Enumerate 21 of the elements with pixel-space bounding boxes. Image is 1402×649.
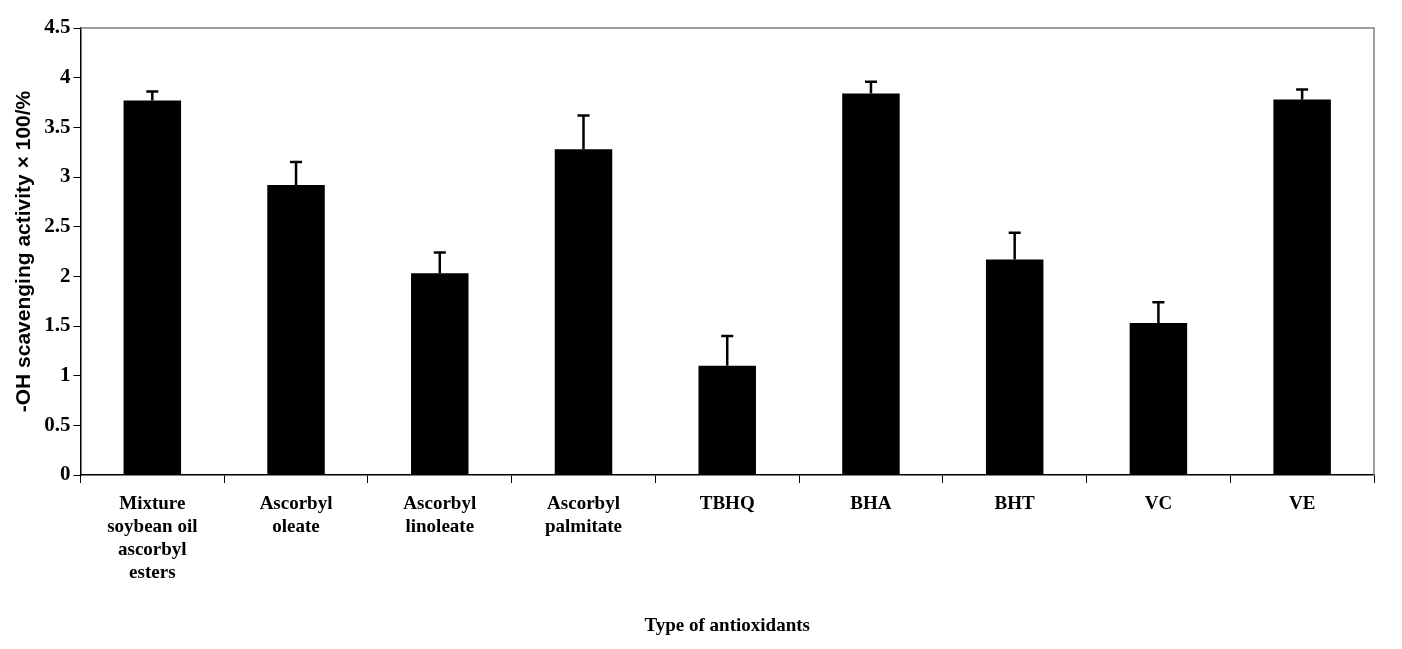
y-tick-label: 2 [59, 262, 71, 287]
x-axis-title: Type of antioxidants [644, 613, 810, 635]
y-tick-label: 2.5 [44, 213, 71, 238]
x-tick-label: BHT [994, 492, 1036, 514]
x-tick-label: Ascorbyl linoleate [403, 492, 477, 537]
y-tick-label: 3 [59, 163, 71, 188]
x-tick-label: VE [1288, 492, 1316, 514]
y-tick-label: 1 [59, 362, 71, 387]
y-tick-label: 4 [59, 64, 71, 89]
x-tick-label: Ascorbyl palmitate [544, 492, 623, 537]
y-tick-label: 4.5 [44, 14, 71, 39]
y-tick-label: 1.5 [44, 312, 71, 337]
y-tick-label: 0 [59, 461, 71, 486]
y-tick-label: 0.5 [44, 411, 71, 436]
x-tick-label: TBHQ [699, 492, 755, 514]
x-tick-label: Mixture soybean oil ascorbyl esters [107, 492, 198, 582]
x-tick-label: VC [1144, 492, 1173, 514]
y-tick-label: 3.5 [44, 113, 71, 138]
y-axis-title: -OH scavenging activity × 100/% [11, 90, 35, 413]
x-tick-label: Ascorbyl oleate [259, 492, 333, 537]
x-tick-label: BHA [850, 492, 892, 514]
